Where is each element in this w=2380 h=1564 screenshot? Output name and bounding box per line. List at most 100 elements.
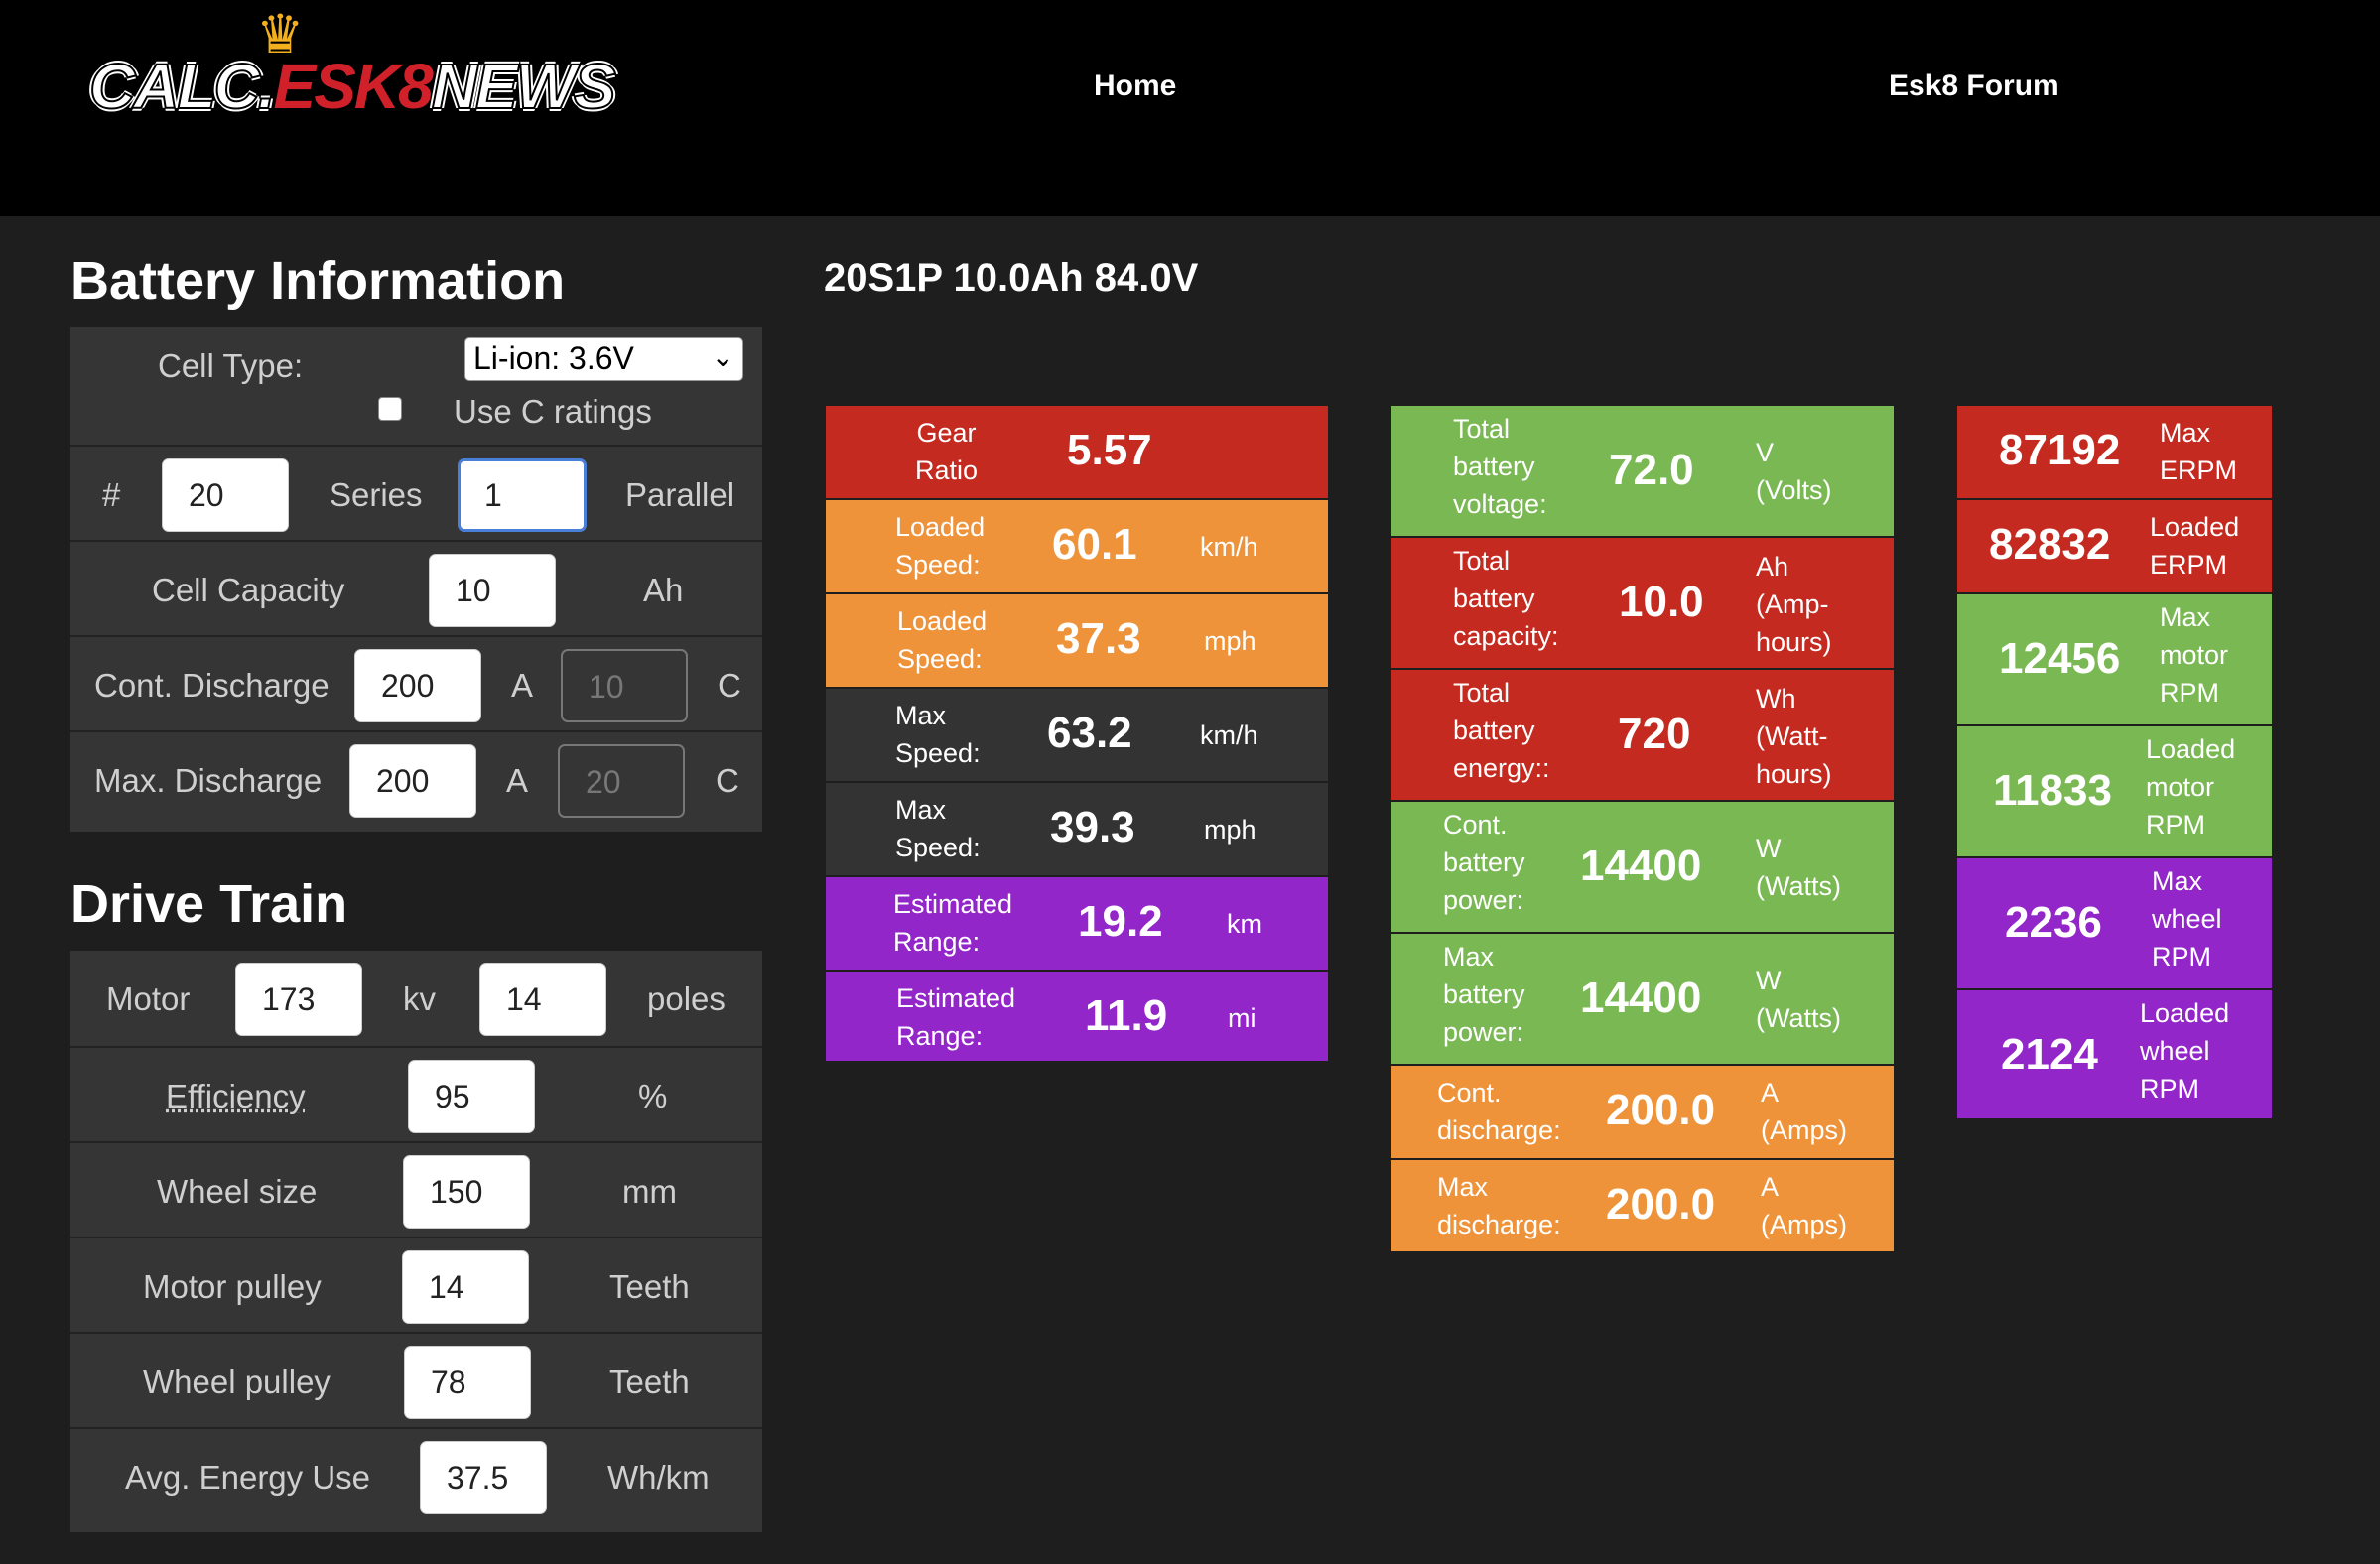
motor-kv-input[interactable]: 173 [235,963,362,1036]
efficiency-label[interactable]: Efficiency [166,1078,306,1114]
motor-pulley-unit: Teeth [609,1268,690,1305]
result-cell: Gear Ratio 5.57 [826,406,1328,500]
battery-section-title: Battery Information [70,251,566,311]
result-label: Max battery power: [1443,942,1525,1047]
max-discharge-c-input[interactable]: 20 [558,744,685,818]
result-cell: Loaded Speed: 37.3 mph [826,594,1328,689]
result-label: Cont. battery power: [1443,810,1525,915]
result-label: Loaded wheel RPM [2140,998,2230,1104]
max-discharge-label: Max. Discharge [94,762,323,799]
use-c-ratings-label: Use C ratings [454,393,652,430]
motor-pulley-label: Motor pulley [143,1268,322,1305]
motor-poles-input[interactable]: 14 [479,963,606,1036]
wheel-pulley-input[interactable]: 78 [404,1346,531,1419]
result-label: Loaded ERPM [2150,512,2240,580]
use-c-ratings-checkbox[interactable] [378,397,402,421]
result-unit: km/h [1200,720,1258,750]
top-nav-bar: ♛ CALC.ESK8NEWS Home Esk8 Forum [0,0,2380,216]
result-value: 11.9 [1085,991,1168,1040]
result-label: Loaded motor RPM [2146,734,2236,840]
result-cell: 82832 Loaded ERPM [1957,500,2272,594]
nav-home-link[interactable]: Home [1094,69,1177,102]
series-input[interactable]: 20 [162,458,289,532]
result-unit: mi [1228,1003,1256,1033]
site-logo[interactable]: ♛ CALC.ESK8NEWS [88,8,617,167]
drivetrain-section-title: Drive Train [70,874,348,934]
result-value: 14400 [1580,974,1702,1022]
wheel-size-label: Wheel size [157,1173,318,1210]
result-unit: W (Watts) [1756,834,1841,901]
cell-capacity-label: Cell Capacity [152,572,345,608]
battery-form: Cell Type: Li-ion: 3.6V ⌄ Use C ratings … [70,327,762,832]
result-unit: mph [1204,815,1256,845]
capacity-row: Cell Capacity 10 Ah [70,540,762,635]
result-cell: 11833 Loaded motor RPM [1957,726,2272,858]
wheel-pulley-label: Wheel pulley [143,1364,331,1400]
series-label: Series [330,476,423,513]
result-unit: A (Amps) [1761,1172,1847,1239]
nav-forum-link[interactable]: Esk8 Forum [1889,69,2059,102]
pack-summary: 20S1P 10.0Ah 84.0V [824,256,1199,300]
energy-use-label: Avg. Energy Use [125,1459,371,1496]
result-value: 37.3 [1056,614,1141,663]
result-label: Max Speed: [895,795,981,862]
cont-discharge-row: Cont. Discharge 200 A 10 C [70,635,762,730]
result-value: 10.0 [1619,578,1704,626]
result-cell: Estimated Range: 11.9 mi [826,972,1328,1063]
parallel-input[interactable]: 1 [458,458,587,532]
cell-type-select[interactable]: Li-ion: 3.6V ⌄ [464,337,743,381]
result-unit: V (Volts) [1756,438,1832,505]
wheel-pulley-unit: Teeth [609,1364,690,1400]
result-cell: Max discharge: 200.0 A (Amps) [1391,1160,1894,1253]
hash-label: # [102,476,121,513]
cont-discharge-amps-input[interactable]: 200 [354,649,481,722]
result-unit: mph [1204,626,1256,656]
result-label: Loaded Speed: [895,512,986,580]
result-value: 39.3 [1050,803,1135,851]
cont-c-unit: C [718,667,741,704]
result-cell: 2236 Max wheel RPM [1957,858,2272,990]
result-label: Gear Ratio [915,418,979,485]
result-value: 200.0 [1606,1180,1716,1229]
result-value: 19.2 [1078,897,1163,946]
max-c-unit: C [716,762,739,799]
wheel-size-input[interactable]: 150 [403,1155,530,1229]
motor-pulley-input[interactable]: 14 [402,1250,529,1324]
parallel-label: Parallel [625,476,735,513]
motor-row: Motor 173 kv 14 poles [70,951,762,1046]
max-discharge-amps-input[interactable]: 200 [349,744,476,818]
result-cell: Cont. discharge: 200.0 A (Amps) [1391,1066,1894,1160]
result-label: Cont. discharge: [1437,1078,1561,1145]
result-value: 87192 [1999,426,2121,474]
motor-pulley-row: Motor pulley 14 Teeth [70,1237,762,1332]
energy-use-unit: Wh/km [607,1459,710,1496]
result-unit: Ah (Amp-hours) [1756,552,1832,657]
cell-config-row: # 20 Series 1 Parallel [70,445,762,540]
result-cell: Cont. battery power: 14400 W (Watts) [1391,802,1894,934]
result-unit: W (Watts) [1756,966,1841,1033]
cell-type-label: Cell Type: [158,347,304,384]
max-discharge-row: Max. Discharge 200 A 20 C [70,730,762,832]
result-value: 200.0 [1606,1086,1716,1134]
result-value: 72.0 [1609,446,1694,494]
result-unit: km/h [1200,532,1258,562]
cont-discharge-label: Cont. Discharge [94,667,330,704]
wheel-size-row: Wheel size 150 mm [70,1141,762,1237]
result-label: Estimated Range: [893,889,1013,957]
wheel-size-unit: mm [622,1173,677,1210]
result-value: 11833 [1993,766,2112,815]
result-label: Max wheel RPM [2152,866,2222,972]
result-cell: Loaded Speed: 60.1 km/h [826,500,1328,594]
cell-capacity-input[interactable]: 10 [429,554,556,627]
result-cell: Total battery voltage: 72.0 V (Volts) [1391,406,1894,538]
capacity-unit: Ah [643,572,684,608]
energy-use-input[interactable]: 37.5 [420,1441,547,1514]
chevron-down-icon: ⌄ [711,341,734,372]
result-cell: Max Speed: 39.3 mph [826,783,1328,877]
kv-unit: kv [403,980,436,1017]
max-amps-unit: A [506,762,529,799]
result-label: Estimated Range: [896,983,1016,1051]
efficiency-input[interactable]: 95 [408,1060,535,1133]
cont-discharge-c-input[interactable]: 10 [561,649,688,722]
result-cell: Total battery capacity: 10.0 Ah (Amp-hours) [1391,538,1894,670]
